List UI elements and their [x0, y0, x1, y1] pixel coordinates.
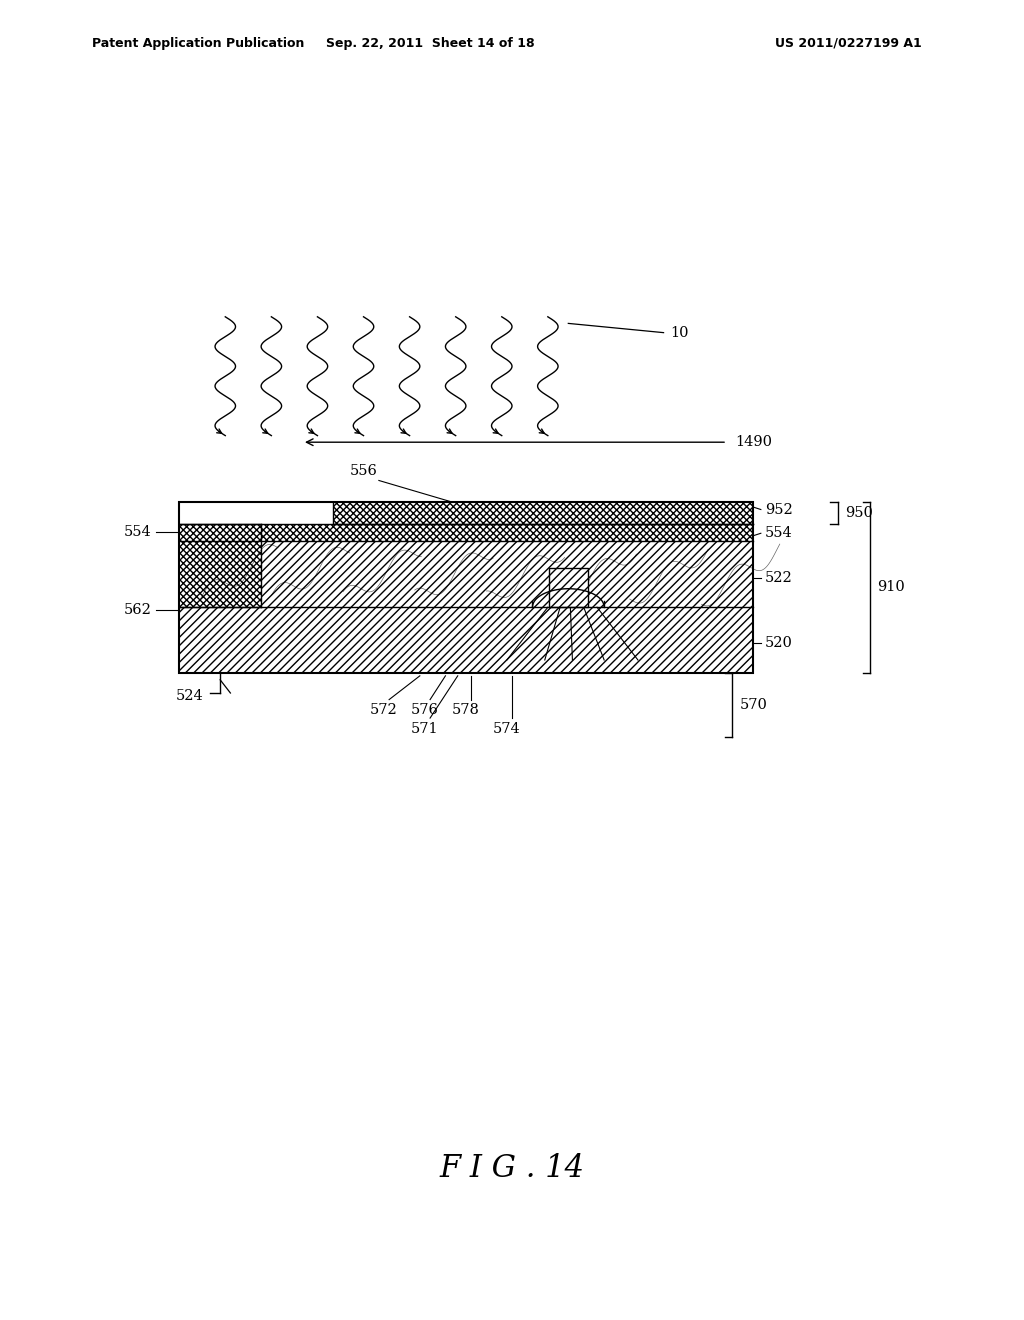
Bar	[549, 568, 588, 607]
Bar	[333, 502, 753, 524]
Text: 571: 571	[412, 722, 438, 735]
Text: 10: 10	[671, 326, 689, 339]
Text: F I G . 14: F I G . 14	[439, 1152, 585, 1184]
Text: 522: 522	[765, 572, 793, 585]
Bar	[179, 524, 753, 541]
Text: 574: 574	[493, 722, 521, 735]
Text: 572: 572	[370, 704, 398, 717]
Text: 578: 578	[452, 704, 480, 717]
Text: 554: 554	[765, 527, 793, 540]
Text: 524: 524	[175, 689, 204, 704]
Text: 562: 562	[124, 603, 152, 616]
Text: 554: 554	[124, 525, 152, 539]
Text: 570: 570	[739, 698, 767, 711]
Text: 952: 952	[765, 503, 793, 516]
Bar	[179, 524, 261, 607]
Text: 556: 556	[349, 463, 378, 478]
Text: 910: 910	[878, 581, 905, 594]
Text: US 2011/0227199 A1: US 2011/0227199 A1	[775, 37, 922, 50]
Text: Sep. 22, 2011  Sheet 14 of 18: Sep. 22, 2011 Sheet 14 of 18	[326, 37, 535, 50]
Bar	[179, 502, 753, 673]
Bar	[179, 607, 753, 673]
Text: Patent Application Publication: Patent Application Publication	[92, 37, 304, 50]
Text: 576: 576	[411, 704, 439, 717]
Bar	[179, 541, 753, 607]
Text: 1490: 1490	[735, 436, 772, 449]
Text: 950: 950	[845, 506, 872, 520]
Text: 520: 520	[765, 636, 793, 649]
